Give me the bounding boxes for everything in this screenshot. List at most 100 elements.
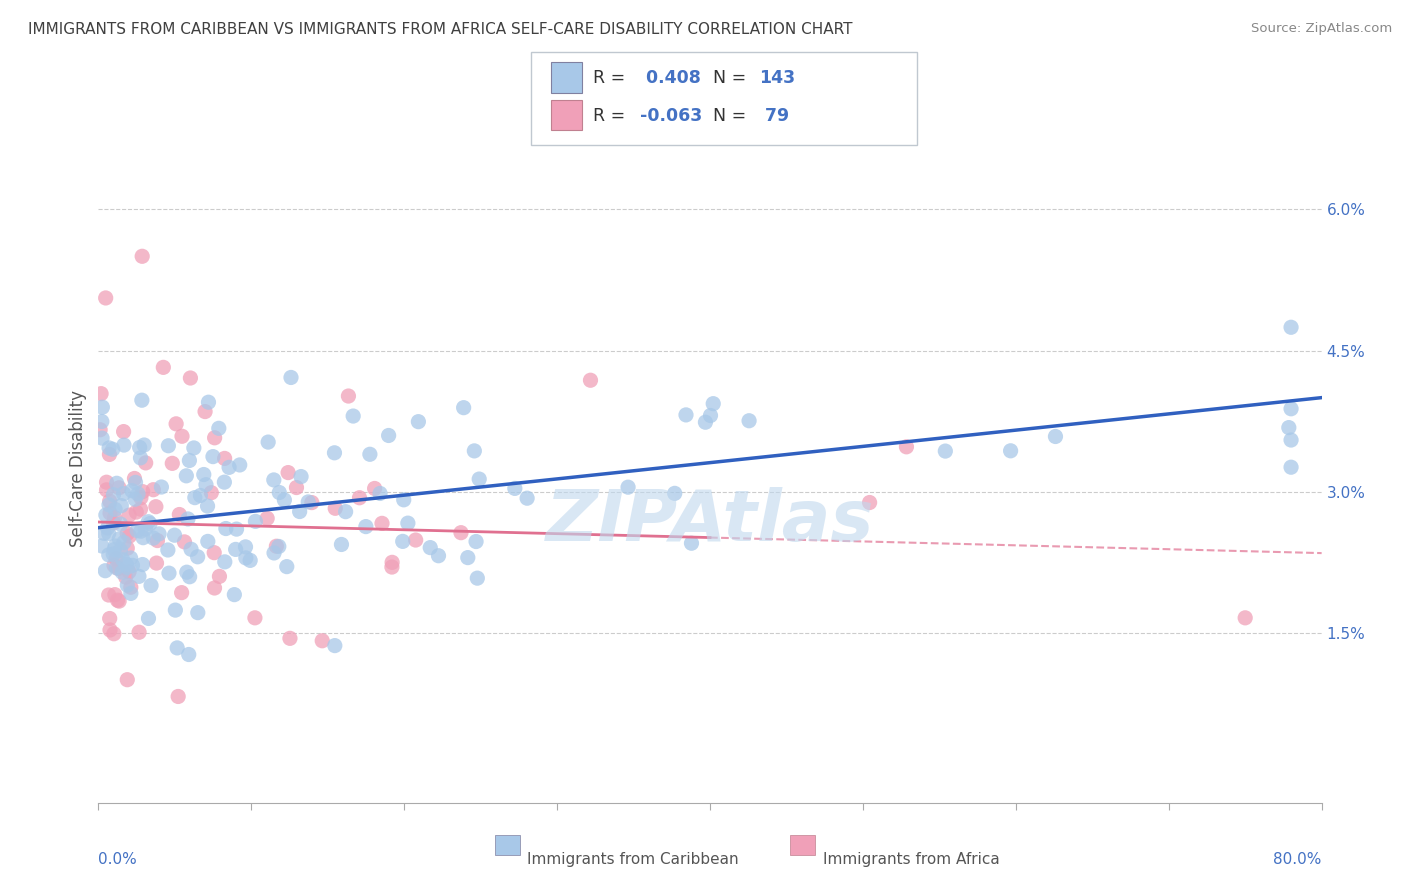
- Point: [115, 558, 138, 572]
- Point: [176, 565, 198, 579]
- Point: [664, 486, 686, 500]
- Point: [129, 524, 152, 539]
- Point: [173, 534, 195, 549]
- Point: [94, 564, 117, 578]
- Point: [311, 633, 333, 648]
- Point: [120, 586, 142, 600]
- Point: [368, 486, 391, 500]
- Text: 143: 143: [759, 69, 796, 87]
- Point: [134, 522, 156, 536]
- Point: [97, 521, 120, 535]
- Text: 0.408: 0.408: [640, 69, 700, 87]
- Point: [93, 526, 115, 541]
- Point: [166, 640, 188, 655]
- Point: [101, 442, 124, 457]
- Point: [256, 511, 278, 525]
- Point: [204, 581, 226, 595]
- Point: [465, 571, 488, 585]
- Point: [183, 441, 205, 455]
- Point: [97, 588, 120, 602]
- Point: [169, 508, 191, 522]
- Point: [138, 611, 160, 625]
- Point: [110, 543, 132, 558]
- Point: [117, 578, 139, 592]
- Point: [257, 435, 280, 450]
- Point: [381, 560, 404, 574]
- Point: [1000, 443, 1022, 458]
- Point: [105, 561, 128, 575]
- Point: [200, 485, 222, 500]
- Point: [112, 438, 135, 452]
- Point: [280, 370, 302, 384]
- Text: R =: R =: [593, 69, 631, 87]
- Point: [91, 400, 114, 414]
- Point: [165, 417, 187, 431]
- Text: IMMIGRANTS FROM CARIBBEAN VS IMMIGRANTS FROM AFRICA SELF-CARE DISABILITY CORRELA: IMMIGRANTS FROM CARIBBEAN VS IMMIGRANTS …: [28, 22, 852, 37]
- Point: [354, 519, 377, 533]
- Point: [405, 533, 427, 547]
- Point: [278, 632, 301, 646]
- Point: [228, 458, 250, 472]
- Point: [579, 373, 602, 387]
- Point: [197, 534, 219, 549]
- Point: [104, 539, 127, 553]
- Point: [675, 408, 697, 422]
- Point: [148, 527, 170, 541]
- Point: [105, 476, 128, 491]
- Point: [516, 491, 538, 506]
- Point: [201, 450, 224, 464]
- Point: [121, 483, 143, 498]
- Point: [131, 484, 153, 499]
- Point: [934, 444, 956, 458]
- Point: [363, 482, 385, 496]
- Point: [225, 542, 247, 557]
- Point: [197, 395, 219, 409]
- Point: [468, 472, 491, 486]
- Point: [170, 585, 193, 599]
- Point: [89, 423, 111, 437]
- Point: [131, 393, 153, 408]
- Point: [179, 371, 201, 385]
- Point: [90, 539, 112, 553]
- Point: [125, 505, 148, 519]
- Point: [111, 553, 134, 567]
- Point: [110, 517, 132, 532]
- Point: [107, 561, 129, 575]
- Text: ZIPAtlas: ZIPAtlas: [546, 487, 875, 557]
- Point: [503, 482, 526, 496]
- Point: [381, 555, 404, 569]
- Point: [391, 534, 413, 549]
- Point: [202, 546, 225, 560]
- Point: [288, 504, 311, 518]
- Point: [392, 492, 415, 507]
- Point: [108, 594, 131, 608]
- Point: [94, 508, 117, 522]
- Point: [457, 550, 479, 565]
- Point: [110, 499, 132, 513]
- Point: [214, 555, 236, 569]
- Point: [187, 549, 209, 564]
- Point: [1234, 611, 1257, 625]
- Point: [103, 542, 125, 557]
- Point: [1045, 429, 1067, 443]
- Point: [177, 512, 200, 526]
- Point: [103, 516, 125, 530]
- Point: [176, 468, 198, 483]
- Point: [235, 540, 257, 554]
- Point: [157, 439, 180, 453]
- Point: [114, 570, 136, 584]
- Point: [1279, 320, 1302, 334]
- Point: [142, 531, 165, 545]
- Point: [129, 450, 152, 465]
- Point: [218, 460, 240, 475]
- Point: [193, 467, 215, 482]
- Point: [699, 409, 721, 423]
- Point: [179, 453, 201, 467]
- Point: [128, 441, 150, 455]
- Point: [681, 536, 703, 550]
- Point: [335, 505, 357, 519]
- Point: [208, 421, 231, 435]
- Text: 0.0%: 0.0%: [98, 852, 138, 867]
- Text: -0.063: -0.063: [640, 107, 702, 125]
- Point: [128, 569, 150, 583]
